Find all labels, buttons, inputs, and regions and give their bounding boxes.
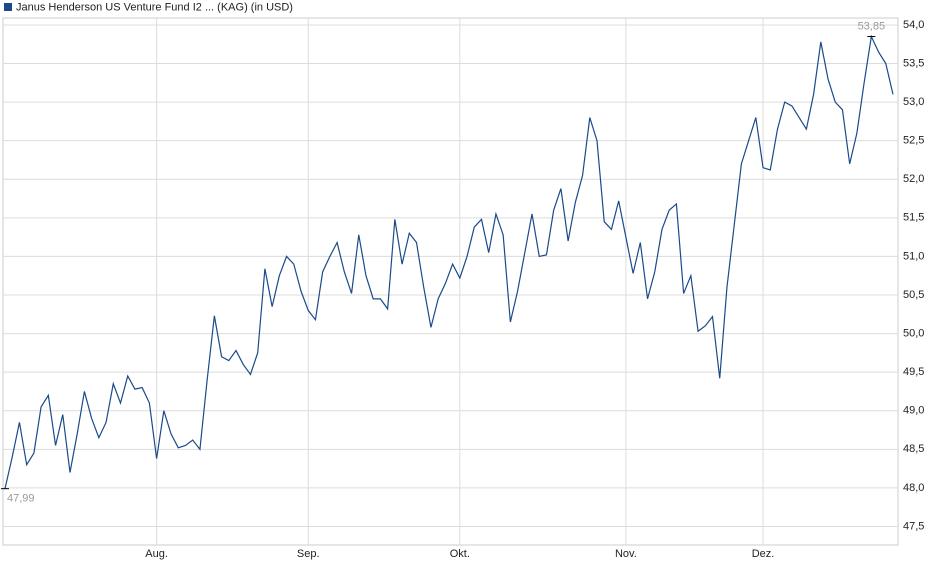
y-tick-label: 49,0 — [903, 405, 924, 417]
legend-swatch — [4, 3, 12, 11]
y-tick-label: 53,0 — [903, 96, 924, 108]
y-tick-label: 48,0 — [903, 482, 924, 494]
y-tick-label: 50,5 — [903, 289, 924, 301]
x-tick-label: Dez. — [752, 548, 775, 560]
y-tick-label: 54,0 — [903, 19, 924, 31]
y-tick-label: 52,0 — [903, 173, 924, 185]
value-label: 53,85 — [858, 20, 886, 32]
x-tick-label: Aug. — [145, 548, 168, 560]
x-tick-label: Nov. — [615, 548, 637, 560]
x-tick-label: Sep. — [297, 548, 320, 560]
y-tick-label: 53,5 — [903, 57, 924, 69]
value-label: 47,99 — [7, 493, 35, 505]
y-tick-label: 51,0 — [903, 250, 924, 262]
line — [4, 34, 894, 489]
y-tick-label: 51,5 — [903, 212, 924, 224]
y-tick-label: 52,5 — [903, 135, 924, 147]
x-tick-label: Okt. — [450, 548, 470, 560]
y-tick-label: 47,5 — [903, 520, 924, 532]
legend-label: Janus Henderson US Venture Fund I2 ... (… — [16, 1, 293, 13]
plot-frame — [2, 17, 899, 546]
y-tick-label: 49,5 — [903, 366, 924, 378]
y-tick-label: 50,0 — [903, 327, 924, 339]
y-tick-label: 48,5 — [903, 443, 924, 455]
